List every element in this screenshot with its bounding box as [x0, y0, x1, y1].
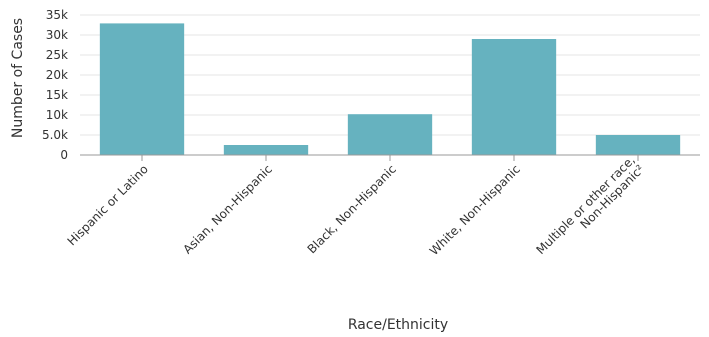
y-tick-label: 35k	[46, 8, 68, 22]
y-tick-label: 20k	[46, 68, 68, 82]
y-tick-label: 15k	[46, 88, 68, 102]
bar	[471, 39, 557, 155]
x-tick-label: Multiple or other race,Non-Hispanic²	[534, 153, 648, 267]
bars	[99, 23, 681, 156]
x-tick-label: White, Non-Hispanic	[427, 162, 523, 258]
x-tick-label: Black, Non-Hispanic	[305, 162, 399, 256]
x-tick-label: Asian, Non-Hispanic	[180, 162, 275, 257]
y-axis: 0 5.0k 10k 15k 20k 25k 30k 35k	[42, 8, 68, 162]
x-axis: Hispanic or Latino Asian, Non-Hispanic Bla…	[65, 153, 700, 267]
bar	[347, 114, 433, 155]
bar	[595, 135, 681, 155]
y-axis-title: Number of Cases	[10, 18, 26, 138]
x-tick-label: Hispanic or Latino	[65, 162, 151, 248]
y-tick-label: 0	[60, 148, 68, 162]
y-tick-label: 30k	[46, 28, 68, 42]
bar	[99, 23, 185, 156]
x-axis-title: Race/Ethnicity	[348, 317, 448, 333]
y-tick-label: 25k	[46, 48, 68, 62]
y-tick-label: 5.0k	[42, 128, 68, 142]
bar	[223, 145, 309, 155]
y-tick-label: 10k	[46, 108, 68, 122]
